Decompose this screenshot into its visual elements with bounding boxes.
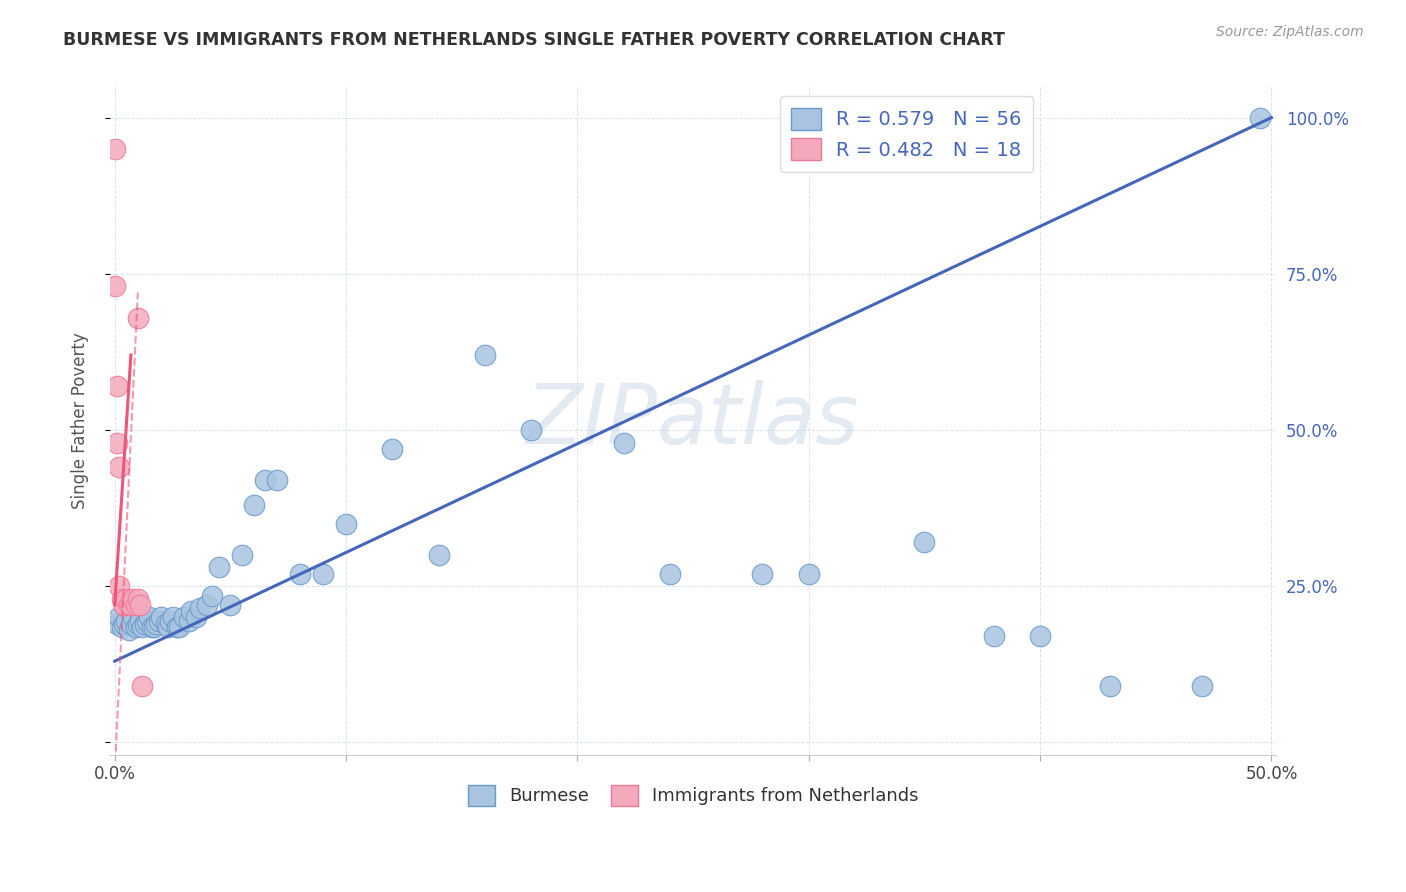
Point <box>131 620 153 634</box>
Point <box>112 598 135 612</box>
Point <box>120 616 142 631</box>
Point <box>149 610 172 624</box>
Point <box>129 614 152 628</box>
Point <box>108 460 131 475</box>
Point <box>751 566 773 581</box>
Point <box>127 591 149 606</box>
Point <box>120 598 142 612</box>
Point <box>254 473 277 487</box>
Point <box>177 614 200 628</box>
Point <box>312 566 335 581</box>
Point <box>335 516 357 531</box>
Point <box>108 610 131 624</box>
Point <box>159 614 181 628</box>
Point <box>104 279 127 293</box>
Point <box>797 566 820 581</box>
Point <box>136 614 159 628</box>
Text: Source: ZipAtlas.com: Source: ZipAtlas.com <box>1216 25 1364 39</box>
Text: BURMESE VS IMMIGRANTS FROM NETHERLANDS SINGLE FATHER POVERTY CORRELATION CHART: BURMESE VS IMMIGRANTS FROM NETHERLANDS S… <box>63 31 1005 49</box>
Point <box>381 442 404 456</box>
Point <box>115 614 138 628</box>
Point <box>166 620 188 634</box>
Point <box>195 598 218 612</box>
Point <box>104 142 127 156</box>
Point <box>111 620 134 634</box>
Point <box>124 620 146 634</box>
Point <box>1249 111 1271 125</box>
Point <box>180 604 202 618</box>
Legend: Burmese, Immigrants from Netherlands: Burmese, Immigrants from Netherlands <box>460 778 927 813</box>
Point <box>1191 679 1213 693</box>
Point <box>105 435 128 450</box>
Point <box>148 614 170 628</box>
Point <box>143 620 166 634</box>
Point <box>124 598 146 612</box>
Point <box>105 616 128 631</box>
Point <box>127 616 149 631</box>
Point <box>122 591 145 606</box>
Point <box>111 591 134 606</box>
Point <box>288 566 311 581</box>
Point <box>156 620 179 634</box>
Point <box>208 560 231 574</box>
Point <box>127 310 149 325</box>
Point <box>134 616 156 631</box>
Point <box>173 610 195 624</box>
Point <box>138 610 160 624</box>
Point <box>266 473 288 487</box>
Point <box>129 598 152 612</box>
Point <box>131 679 153 693</box>
Point <box>108 579 131 593</box>
Point <box>1098 679 1121 693</box>
Point <box>145 616 167 631</box>
Point <box>1029 629 1052 643</box>
Point <box>427 548 450 562</box>
Point <box>115 591 138 606</box>
Point <box>613 435 636 450</box>
Point <box>242 498 264 512</box>
Point <box>983 629 1005 643</box>
Point <box>112 616 135 631</box>
Point <box>122 610 145 624</box>
Point <box>474 348 496 362</box>
Y-axis label: Single Father Poverty: Single Father Poverty <box>72 332 89 509</box>
Point <box>112 598 135 612</box>
Point <box>219 598 242 612</box>
Point <box>184 610 207 624</box>
Point <box>520 423 543 437</box>
Point <box>162 610 184 624</box>
Point <box>231 548 253 562</box>
Point <box>201 589 224 603</box>
Text: ZIPatlas: ZIPatlas <box>526 380 860 461</box>
Point <box>105 379 128 393</box>
Point <box>117 598 139 612</box>
Point <box>912 535 935 549</box>
Point <box>658 566 681 581</box>
Point <box>141 620 163 634</box>
Point <box>117 623 139 637</box>
Point <box>155 616 177 631</box>
Point <box>169 620 191 634</box>
Point <box>188 601 211 615</box>
